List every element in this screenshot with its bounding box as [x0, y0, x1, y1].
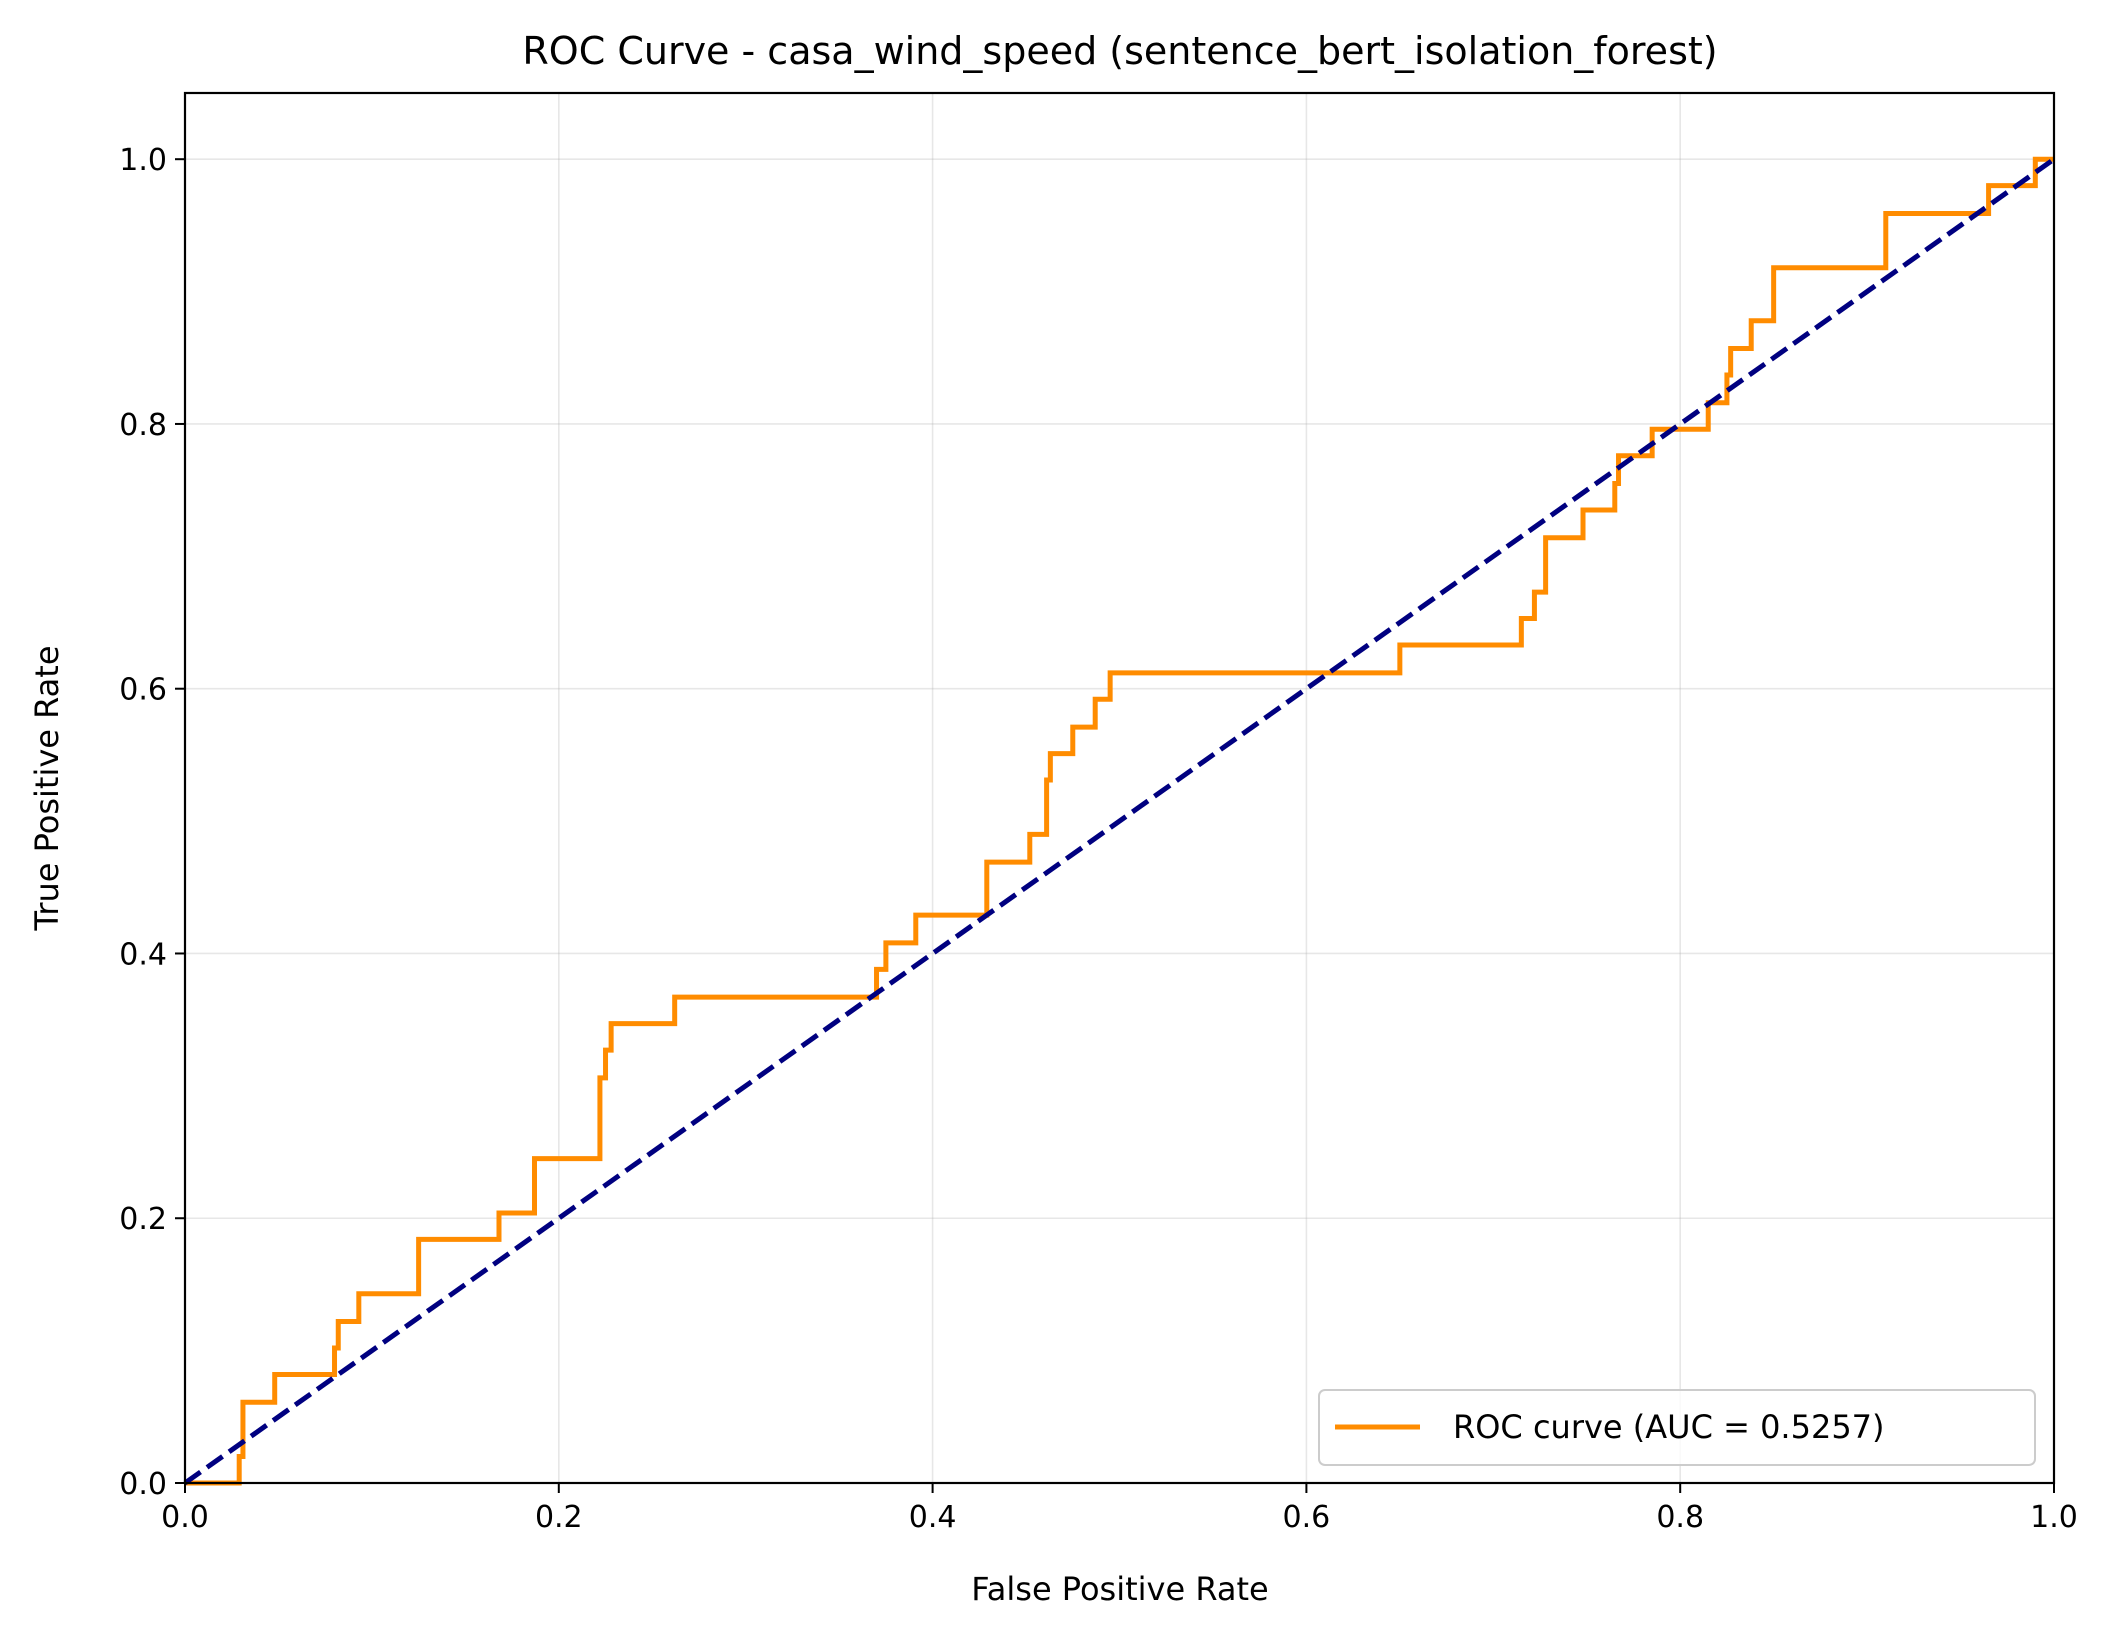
y-axis-label: True Positive Rate — [28, 645, 66, 931]
x-axis-label: False Positive Rate — [971, 1570, 1268, 1608]
y-tick-label: 0.6 — [119, 673, 167, 708]
x-tick-label: 0.2 — [535, 1500, 583, 1535]
x-tick-label: 0.6 — [1283, 1500, 1331, 1535]
x-tick-label: 0.0 — [161, 1500, 209, 1535]
series-layer — [183, 156, 2056, 1486]
ticks: 0.0 0.2 0.4 0.6 0.8 1.0 0.0 0.2 0.4 0.6 0.8 1.0 — [119, 143, 2078, 1535]
roc-curve-line — [185, 156, 2054, 1486]
x-tick-label: 0.4 — [909, 1500, 957, 1535]
x-tick-label: 1.0 — [2030, 1500, 2078, 1535]
y-tick-label: 0.0 — [119, 1467, 167, 1502]
y-tick-label: 0.4 — [119, 937, 167, 972]
chance-diagonal-line — [183, 157, 2056, 1486]
chart-title: ROC Curve - casa_wind_speed (sentence_be… — [522, 29, 1717, 73]
legend-label-roc: ROC curve (AUC = 0.5257) — [1453, 1408, 1885, 1446]
plot-frame — [183, 91, 2056, 1485]
legend-box — [1318, 1389, 2036, 1466]
x-tick-label: 0.8 — [1656, 1500, 1704, 1535]
legend: ROC curve (AUC = 0.5257) — [1318, 1389, 2036, 1466]
y-tick-label: 0.2 — [119, 1202, 167, 1237]
y-tick-label: 0.8 — [119, 408, 167, 443]
y-tick-label: 1.0 — [119, 143, 167, 178]
